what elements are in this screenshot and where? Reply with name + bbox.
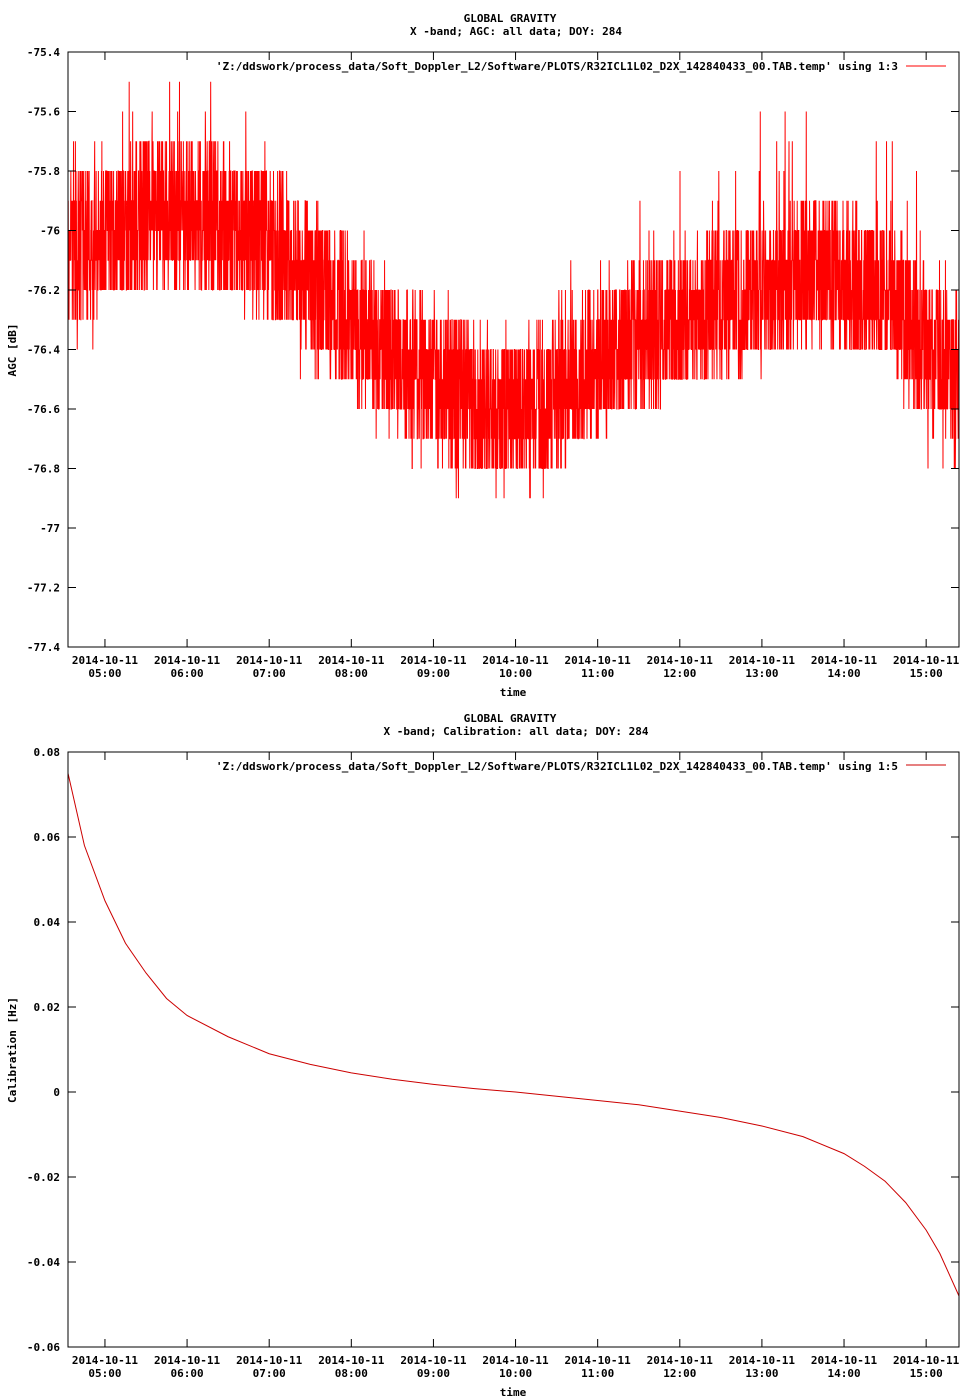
calibration-series-path bbox=[67, 773, 960, 1297]
y-tick-label: -76 bbox=[40, 225, 60, 238]
agc-series-path bbox=[68, 81, 959, 499]
y-tick-label: -77 bbox=[40, 522, 60, 535]
y-tick-label: -76.4 bbox=[27, 344, 60, 357]
y-tick-label: -77.2 bbox=[27, 582, 60, 595]
y-tick-label: -0.04 bbox=[27, 1256, 60, 1269]
x-tick-label-time: 09:00 bbox=[417, 1367, 450, 1380]
x-tick-label-date: 2014-10-11 bbox=[729, 654, 796, 667]
x-tick-label-time: 15:00 bbox=[910, 667, 943, 680]
y-tick-label: 0.04 bbox=[34, 916, 61, 929]
x-tick-label-date: 2014-10-11 bbox=[400, 1354, 467, 1367]
x-tick-label-date: 2014-10-11 bbox=[236, 654, 303, 667]
calibration-chart-subtitle: X -band; Calibration: all data; DOY: 284 bbox=[384, 725, 649, 738]
x-tick-label-time: 12:00 bbox=[663, 1367, 696, 1380]
x-tick-label-time: 07:00 bbox=[253, 1367, 286, 1380]
agc-chart-subtitle: X -band; AGC: all data; DOY: 284 bbox=[410, 25, 622, 38]
x-tick-label-time: 06:00 bbox=[171, 667, 204, 680]
y-tick-label: 0 bbox=[53, 1086, 60, 1099]
x-tick-label-time: 08:00 bbox=[335, 1367, 368, 1380]
y-tick-label: -75.8 bbox=[27, 165, 60, 178]
agc-series-line bbox=[68, 81, 959, 499]
x-tick-label-time: 10:00 bbox=[499, 667, 532, 680]
y-tick-label: -76.6 bbox=[27, 403, 60, 416]
agc-y-axis: -75.4 -75.6 -75.8 -76 -76.2 -76.4 -76.6 -76.8 -7… bbox=[27, 46, 959, 654]
x-tick-label-time: 06:00 bbox=[171, 1367, 204, 1380]
x-tick-label-date: 2014-10-11 bbox=[647, 654, 714, 667]
y-tick-label: 0.02 bbox=[34, 1001, 61, 1014]
calibration-x-axis-label: time bbox=[500, 1386, 527, 1399]
x-tick-label-date: 2014-10-11 bbox=[893, 654, 960, 667]
agc-plot-frame bbox=[67, 51, 960, 648]
x-tick-label-date: 2014-10-11 bbox=[565, 654, 632, 667]
x-tick-label-date: 2014-10-11 bbox=[154, 1354, 221, 1367]
y-tick-label: -77.4 bbox=[27, 641, 60, 654]
x-tick-label-date: 2014-10-11 bbox=[72, 654, 139, 667]
x-tick-label-time: 09:00 bbox=[417, 667, 450, 680]
calibration-y-axis: 0.08 0.06 0.04 0.02 0 -0.02 -0.04 -0.06 bbox=[27, 746, 959, 1354]
x-tick-label-date: 2014-10-11 bbox=[154, 654, 221, 667]
calibration-plot-frame bbox=[67, 751, 960, 1348]
x-tick-label-time: 11:00 bbox=[581, 1367, 614, 1380]
x-tick-label-time: 13:00 bbox=[745, 1367, 778, 1380]
calibration-x-axis: 2014-10-1105:002014-10-1106:002014-10-11… bbox=[72, 752, 960, 1380]
calibration-chart: GLOBAL GRAVITY X -band; Calibration: all… bbox=[6, 712, 960, 1399]
x-tick-label-time: 05:00 bbox=[88, 1367, 121, 1380]
agc-x-axis: 2014-10-1105:002014-10-1106:002014-10-11… bbox=[72, 52, 960, 680]
y-tick-label: -75.4 bbox=[27, 46, 60, 59]
y-tick-label: 0.06 bbox=[34, 831, 61, 844]
calibration-legend: 'Z:/ddswork/process_data/Soft_Doppler_L2… bbox=[216, 760, 946, 773]
x-tick-label-date: 2014-10-11 bbox=[318, 1354, 385, 1367]
x-tick-label-date: 2014-10-11 bbox=[811, 1354, 878, 1367]
agc-chart: GLOBAL GRAVITY X -band; AGC: all data; D… bbox=[6, 12, 960, 699]
y-tick-label: -0.02 bbox=[27, 1171, 60, 1184]
x-tick-label-date: 2014-10-11 bbox=[318, 654, 385, 667]
x-tick-label-date: 2014-10-11 bbox=[482, 654, 549, 667]
x-tick-label-date: 2014-10-11 bbox=[565, 1354, 632, 1367]
agc-legend: 'Z:/ddswork/process_data/Soft_Doppler_L2… bbox=[216, 60, 946, 73]
agc-y-axis-label: AGC [dB] bbox=[6, 324, 19, 377]
x-tick-label-time: 05:00 bbox=[88, 667, 121, 680]
x-tick-label-time: 13:00 bbox=[745, 667, 778, 680]
y-tick-label: -76.8 bbox=[27, 463, 60, 476]
x-tick-label-time: 12:00 bbox=[663, 667, 696, 680]
agc-x-axis-label: time bbox=[500, 686, 527, 699]
y-tick-label: 0.08 bbox=[34, 746, 61, 759]
x-tick-label-time: 11:00 bbox=[581, 667, 614, 680]
calibration-legend-label: 'Z:/ddswork/process_data/Soft_Doppler_L2… bbox=[216, 760, 898, 773]
calibration-y-axis-label: Calibration [Hz] bbox=[6, 997, 19, 1103]
x-tick-label-time: 14:00 bbox=[827, 667, 860, 680]
x-tick-label-date: 2014-10-11 bbox=[400, 654, 467, 667]
x-tick-label-date: 2014-10-11 bbox=[647, 1354, 714, 1367]
x-tick-label-date: 2014-10-11 bbox=[482, 1354, 549, 1367]
agc-chart-title: GLOBAL GRAVITY bbox=[464, 12, 557, 25]
x-tick-label-date: 2014-10-11 bbox=[236, 1354, 303, 1367]
calibration-series-line bbox=[67, 773, 960, 1297]
x-tick-label-time: 08:00 bbox=[335, 667, 368, 680]
y-tick-label: -0.06 bbox=[27, 1341, 60, 1354]
y-tick-label: -76.2 bbox=[27, 284, 60, 297]
x-tick-label-date: 2014-10-11 bbox=[72, 1354, 139, 1367]
calibration-chart-title: GLOBAL GRAVITY bbox=[464, 712, 557, 725]
agc-legend-label: 'Z:/ddswork/process_data/Soft_Doppler_L2… bbox=[216, 60, 898, 73]
x-tick-label-time: 10:00 bbox=[499, 1367, 532, 1380]
x-tick-label-time: 15:00 bbox=[910, 1367, 943, 1380]
y-tick-label: -75.6 bbox=[27, 106, 60, 119]
x-tick-label-time: 14:00 bbox=[827, 1367, 860, 1380]
x-tick-label-date: 2014-10-11 bbox=[811, 654, 878, 667]
x-tick-label-date: 2014-10-11 bbox=[893, 1354, 960, 1367]
x-tick-label-time: 07:00 bbox=[253, 667, 286, 680]
x-tick-label-date: 2014-10-11 bbox=[729, 1354, 796, 1367]
